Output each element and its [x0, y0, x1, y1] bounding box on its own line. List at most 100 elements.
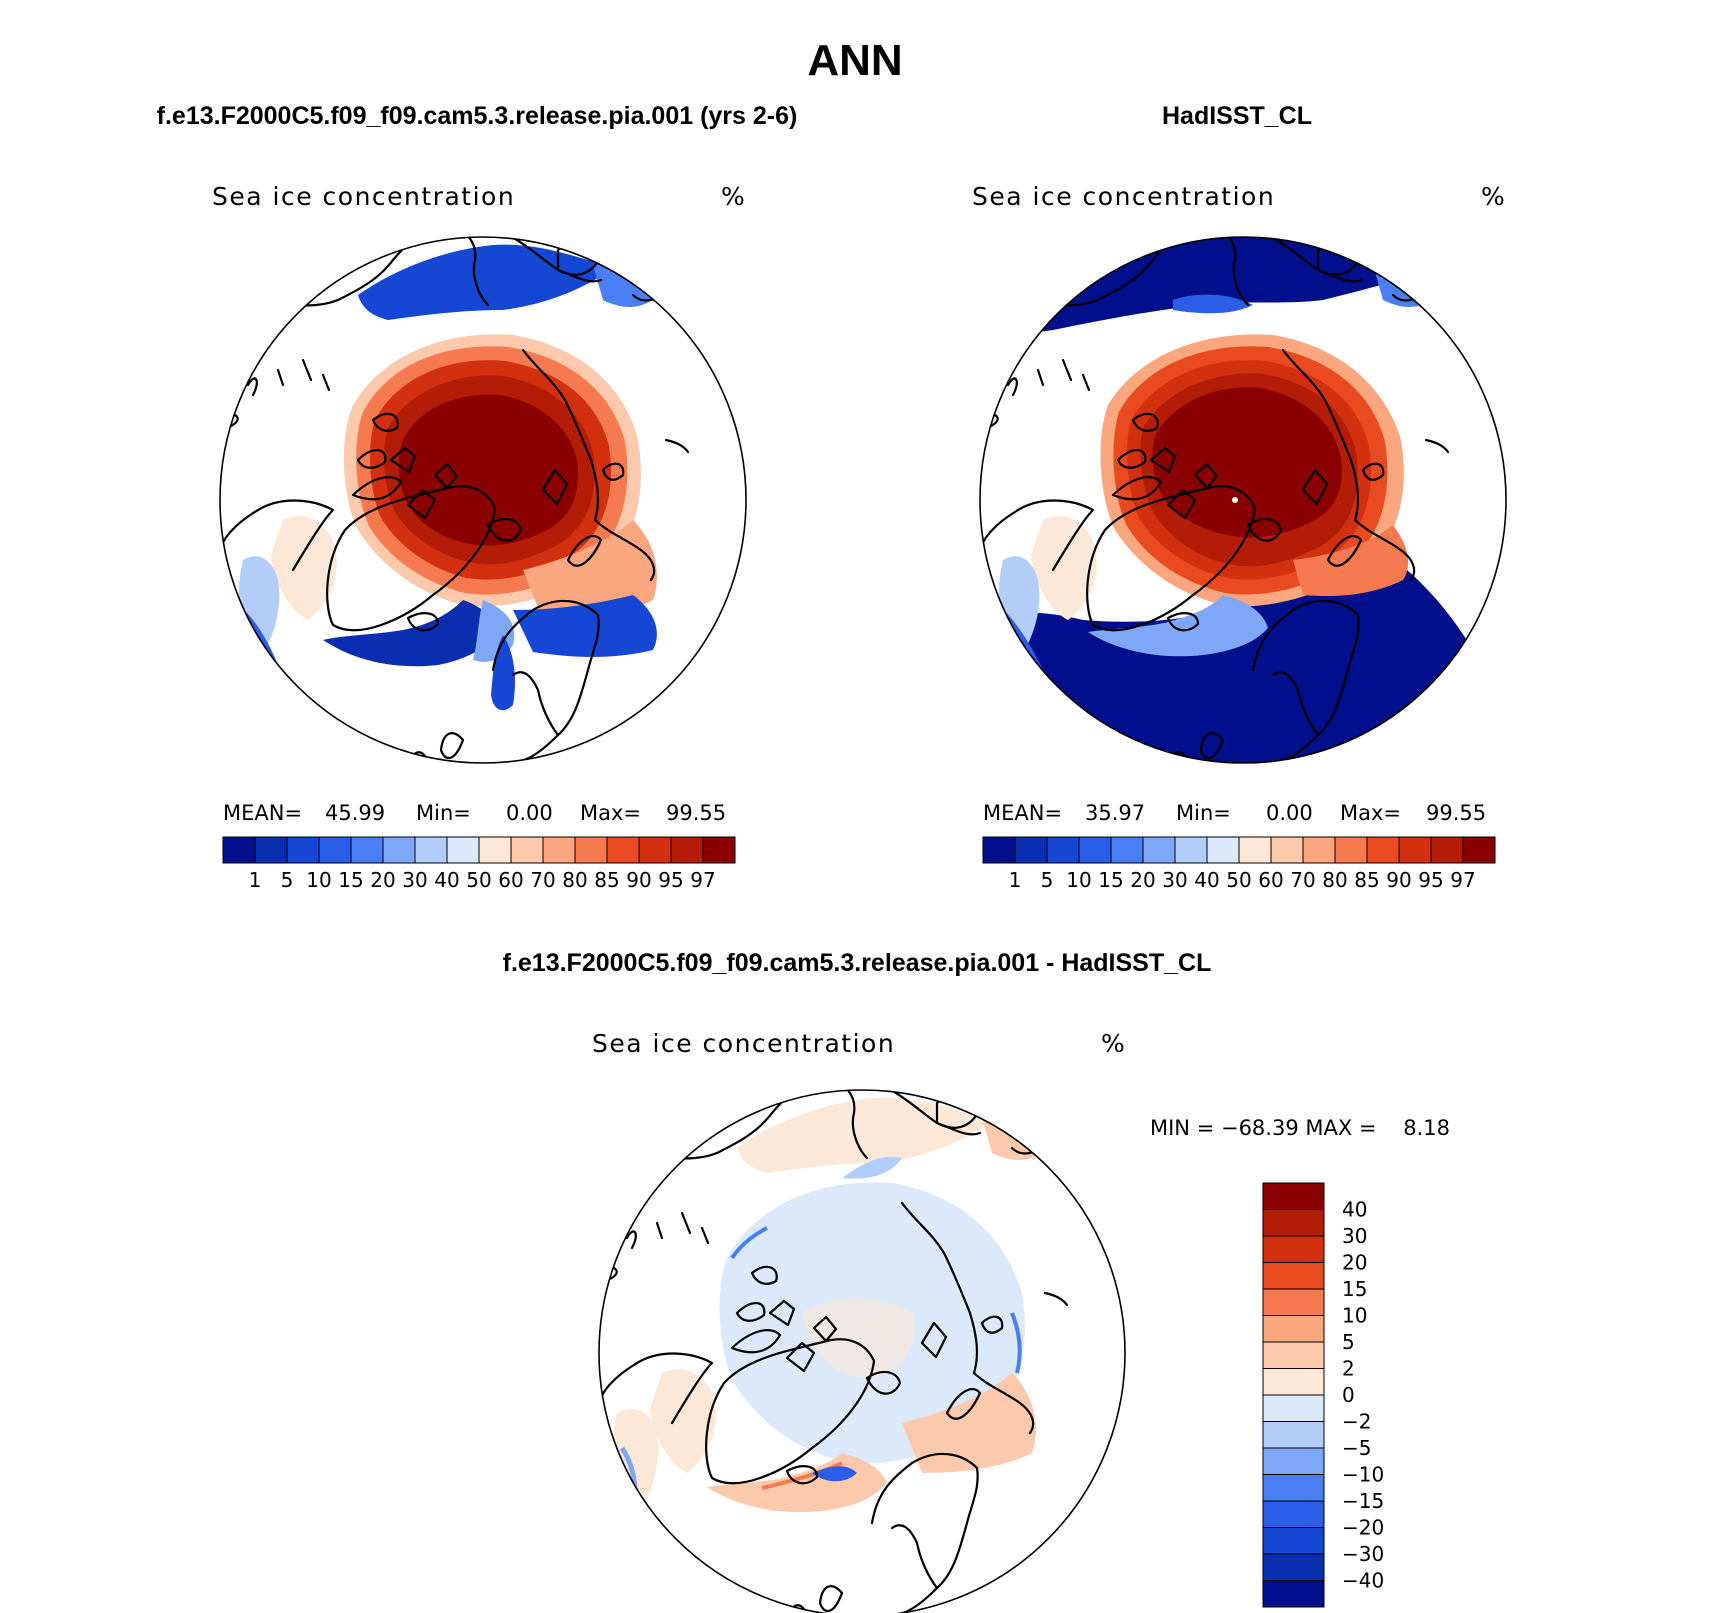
- panel-model: f.e13.F2000C5.f09_f09.cam5.3.release.pia…: [157, 102, 798, 892]
- colorbar-tick-label: −15: [1342, 1489, 1384, 1513]
- colorbar-tick-label: −40: [1342, 1569, 1384, 1593]
- colorbar-tick-label: 5: [1041, 868, 1054, 892]
- panel-difference: f.e13.F2000C5.f09_f09.cam5.3.release.pia…: [503, 949, 1450, 1613]
- colorbar-tick-label: 90: [1386, 868, 1411, 892]
- panel-observations: HadISST_CL Sea ice concentration %: [972, 102, 1507, 892]
- variable-label: Sea ice concentration: [972, 182, 1275, 211]
- colorbar-tick-label: 30: [1162, 868, 1187, 892]
- colorbar-tick-label: 15: [1342, 1277, 1367, 1301]
- colorbar-swatch: [254, 836, 288, 864]
- colorbar-swatch: [1262, 1421, 1325, 1449]
- colorbar-tick-label: 30: [1342, 1224, 1367, 1248]
- mean-label: MEAN=: [983, 801, 1062, 825]
- colorbar-swatch: [702, 836, 736, 864]
- colorbar-tick-label: 97: [690, 868, 715, 892]
- colorbar-swatch: [1262, 1262, 1325, 1290]
- colorbar-tick-label: 50: [1226, 868, 1251, 892]
- colorbar-tick-label: 40: [434, 868, 459, 892]
- colorbar-tick-label: 1: [249, 868, 262, 892]
- variable-label: Sea ice concentration: [212, 182, 515, 211]
- colorbar-swatch: [1262, 1209, 1325, 1237]
- colorbar-swatch: [286, 836, 320, 864]
- max-value: 99.55: [666, 801, 726, 825]
- colorbar-tick-label: 10: [306, 868, 331, 892]
- max-label: Max=: [580, 801, 641, 825]
- colorbar-swatch: [1110, 836, 1144, 864]
- colorbar-tick-label: 20: [1130, 868, 1155, 892]
- colorbar-swatch: [982, 836, 1016, 864]
- colorbar-swatch: [1262, 1447, 1325, 1475]
- colorbar-swatch: [638, 836, 672, 864]
- colorbar-tick-label: 20: [1342, 1251, 1367, 1275]
- colorbar: 1 5 10 15 20 30 40 50 60 70 80 85 90 95 97: [222, 836, 736, 892]
- colorbar-tick-label: 10: [1342, 1304, 1367, 1328]
- colorbar-swatch: [1262, 1580, 1325, 1608]
- colorbar-swatch: [222, 836, 256, 864]
- colorbar-swatch: [1238, 836, 1272, 864]
- colorbar-swatch: [1430, 836, 1464, 864]
- colorbar-swatch: [1078, 836, 1112, 864]
- ice-map: [980, 237, 1506, 763]
- colorbar-swatch: [382, 836, 416, 864]
- colorbar-swatch: [1142, 836, 1176, 864]
- min-label: Min=: [1176, 801, 1231, 825]
- colorbar-swatch: [1014, 836, 1048, 864]
- colorbar-swatch: [1046, 836, 1080, 864]
- colorbar-swatch: [1262, 1368, 1325, 1396]
- colorbar-tick-label: −2: [1342, 1410, 1371, 1434]
- max-value: 99.55: [1426, 801, 1486, 825]
- colorbar-swatch: [1398, 836, 1432, 864]
- min-value: 0.00: [506, 801, 553, 825]
- colorbar-tick-label: 5: [1342, 1330, 1355, 1354]
- mean-value: 45.99: [325, 801, 385, 825]
- colorbar-tick-label: 40: [1342, 1198, 1367, 1222]
- colorbar-tick-label: 95: [658, 868, 683, 892]
- colorbar-swatch: [1462, 836, 1496, 864]
- colorbar-tick-label: 80: [562, 868, 587, 892]
- units-label: %: [721, 182, 745, 211]
- colorbar-swatch: [1262, 1235, 1325, 1263]
- colorbar-tick-label: 97: [1450, 868, 1475, 892]
- colorbar-tick-label: 1: [1009, 868, 1022, 892]
- colorbar-swatch: [1262, 1315, 1325, 1343]
- colorbar-swatch: [350, 836, 384, 864]
- colorbar-swatch: [1270, 836, 1304, 864]
- colorbar-swatch: [1262, 1500, 1325, 1528]
- colorbar-tick-label: 50: [466, 868, 491, 892]
- mean-label: MEAN=: [223, 801, 302, 825]
- colorbar-tick-label: 2: [1342, 1357, 1355, 1381]
- colorbar-tick-label: 30: [402, 868, 427, 892]
- colorbar-swatch: [446, 836, 480, 864]
- colorbar-swatch: [414, 836, 448, 864]
- colorbar-swatch: [1262, 1288, 1325, 1316]
- ice-map: [220, 237, 690, 763]
- colorbar-tick-label: 80: [1322, 868, 1347, 892]
- colorbar-tick-label: 15: [1098, 868, 1123, 892]
- colorbar-tick-label: 0: [1342, 1383, 1355, 1407]
- units-label: %: [1101, 1029, 1125, 1058]
- panel-title: HadISST_CL: [1162, 102, 1312, 130]
- colorbar-swatch: [510, 836, 544, 864]
- panel-title: f.e13.F2000C5.f09_f09.cam5.3.release.pia…: [503, 949, 1212, 977]
- colorbar-swatch: [606, 836, 640, 864]
- colorbar-swatch: [574, 836, 608, 864]
- colorbar-tick-label: 60: [1258, 868, 1283, 892]
- colorbar-tick-label: 70: [1290, 868, 1315, 892]
- colorbar-swatch: [1262, 1341, 1325, 1369]
- colorbar-tick-label: 20: [370, 868, 395, 892]
- colorbar-swatch: [542, 836, 576, 864]
- colorbar-swatch: [1366, 836, 1400, 864]
- colorbar-swatch: [1334, 836, 1368, 864]
- colorbar-tick-label: −20: [1342, 1516, 1384, 1540]
- colorbar-tick-label: 15: [338, 868, 363, 892]
- units-label: %: [1481, 182, 1505, 211]
- colorbar-tick-label: −30: [1342, 1542, 1384, 1566]
- colorbar-swatch: [1174, 836, 1208, 864]
- panel-title: f.e13.F2000C5.f09_f09.cam5.3.release.pia…: [157, 102, 798, 130]
- colorbar-swatch: [1262, 1527, 1325, 1555]
- colorbar-swatch: [670, 836, 704, 864]
- colorbar-tick-label: 95: [1418, 868, 1443, 892]
- colorbar: 1 5 10 15 20 30 40 50 60 70 80 85 90 95 97: [982, 836, 1496, 892]
